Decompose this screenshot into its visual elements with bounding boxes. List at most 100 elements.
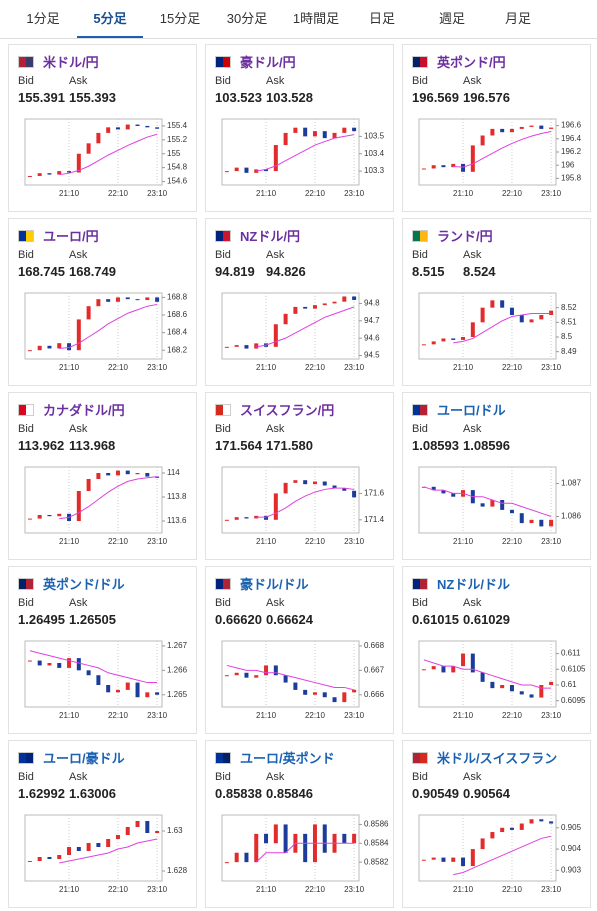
flag-part (420, 753, 427, 763)
y-tick-label: 196.6 (561, 121, 582, 130)
ask-value: 94.826 (266, 264, 306, 279)
x-tick-label: 23:10 (344, 711, 365, 720)
candle (352, 689, 357, 693)
ask-label: Ask (463, 771, 482, 783)
pair-title[interactable]: 豪ドル/円 (240, 55, 296, 70)
y-tick-label: 0.6095 (561, 696, 586, 705)
mini-chart: 113.6 113.8 114 21:10 22:10 23:10 (24, 466, 187, 546)
bid-value: 0.61015 (412, 612, 459, 627)
rate-card[interactable]: ユーロ/英ポンド Bid Ask 0.85838 0.85846 0.8582 0.8584… (205, 740, 394, 908)
candle (312, 131, 317, 137)
rate-card[interactable]: 豪ドル/円 Bid Ask 103.523 103.528 103.3 103.4 103.5… (205, 44, 394, 212)
candle (441, 490, 446, 494)
rate-card[interactable]: 英ポンド/円 Bid Ask 196.569 196.576 195.8 196 196.2 1… (402, 44, 591, 212)
candle (106, 685, 111, 693)
y-tick-label: 154.6 (167, 177, 188, 186)
y-tick-label: 114 (167, 468, 180, 477)
rate-card[interactable]: ユーロ/豪ドル Bid Ask 1.62992 1.63006 1.628 1.63 21:1… (8, 740, 197, 908)
pair-title[interactable]: ユーロ/英ポンド (240, 751, 335, 766)
tab[interactable]: 30分足 (226, 11, 268, 26)
tab[interactable]: 日足 (368, 11, 395, 26)
mini-chart: 8.49 8.5 8.51 8.52 21:10 22:10 23:10 (418, 292, 577, 372)
y-tick-label: 1.267 (167, 641, 188, 650)
rate-card[interactable]: ユーロ/円 Bid Ask 168.745 168.749 168.2 168.4 168.6… (8, 218, 197, 386)
candle (86, 670, 91, 676)
ask-label: Ask (463, 597, 482, 609)
rate-card[interactable]: カナダドル/円 Bid Ask 113.962 113.968 113.6 113.8 114… (8, 392, 197, 560)
candle (106, 839, 111, 847)
rate-card[interactable]: 豪ドル/ドル Bid Ask 0.66620 0.66624 0.666 0.667 0.66… (205, 566, 394, 734)
plot-frame (221, 640, 360, 708)
pair-title[interactable]: 米ドル/スイスフラン (437, 751, 558, 766)
flag-part (413, 57, 420, 67)
pair-title[interactable]: 米ドル/円 (43, 55, 99, 70)
tab[interactable]: 週足 (438, 11, 465, 26)
candle (96, 473, 101, 479)
pair-title[interactable]: 英ポンド/ドル (43, 577, 125, 592)
candle (115, 470, 120, 476)
rate-card[interactable]: ランド/円 Bid Ask 8.515 8.524 8.49 8.5 8.51 8.52 21:1… (402, 218, 591, 386)
tab[interactable]: 5分足 (77, 0, 143, 38)
candle (332, 301, 337, 304)
candle (322, 692, 327, 698)
bid-label: Bid (18, 249, 34, 261)
pair-title[interactable]: スイスフラン/円 (240, 403, 335, 418)
candle (431, 165, 436, 169)
candle (461, 857, 466, 867)
y-tick-label: 155.4 (167, 121, 188, 130)
candle (480, 672, 485, 682)
plot-frame (24, 814, 163, 882)
pair-title[interactable]: ユーロ/円 (43, 229, 99, 244)
flag-part (223, 753, 230, 763)
x-tick-label: 22:10 (305, 363, 326, 372)
candle (76, 153, 81, 173)
y-tick-label: 113.6 (167, 516, 187, 525)
candle (322, 824, 327, 853)
x-tick-label: 23:10 (147, 189, 168, 198)
x-tick-label: 23:10 (541, 189, 562, 198)
candle (67, 658, 72, 668)
rate-card[interactable]: スイスフラン/円 Bid Ask 171.564 171.580 171.4 171.6 21… (205, 392, 394, 560)
y-tick-label: 103.3 (364, 166, 385, 175)
pair-title[interactable]: ユーロ/豪ドル (43, 751, 125, 766)
candle (529, 125, 534, 127)
x-tick-label: 21:10 (59, 537, 80, 546)
candle (96, 132, 101, 144)
ask-label: Ask (463, 249, 482, 261)
tab[interactable]: 月足 (504, 11, 531, 26)
candle (106, 299, 111, 302)
candle (125, 297, 130, 300)
y-tick-label: 0.668 (364, 641, 385, 650)
candle (461, 653, 466, 667)
candle (283, 313, 288, 325)
candle (490, 300, 495, 308)
tab[interactable]: 1分足 (26, 11, 60, 26)
pair-title[interactable]: ユーロ/ドル (437, 403, 506, 418)
candle (244, 517, 249, 519)
rate-card[interactable]: 英ポンド/ドル Bid Ask 1.26495 1.26505 1.265 1.266 1.2… (8, 566, 197, 734)
tab[interactable]: 15分足 (159, 11, 201, 26)
candle (27, 518, 32, 520)
candle (47, 345, 52, 349)
pair-title[interactable]: 豪ドル/ドル (240, 577, 309, 592)
tab[interactable]: 1時間足 (292, 11, 340, 26)
pair-title[interactable]: カナダドル/円 (43, 403, 125, 418)
ask-label: Ask (266, 75, 285, 87)
moving-average (59, 476, 158, 520)
candle (115, 127, 120, 130)
y-tick-label: 0.6105 (561, 664, 586, 673)
pair-title[interactable]: ランド/円 (437, 229, 493, 244)
rate-card[interactable]: ユーロ/ドル Bid Ask 1.08593 1.08596 1.086 1.087 21:1… (402, 392, 591, 560)
rate-card[interactable]: 米ドル/円 Bid Ask 155.391 155.393 154.6 154.8 155 15… (8, 44, 197, 212)
x-tick-label: 21:10 (256, 885, 277, 894)
candle (303, 306, 308, 309)
pair-title[interactable]: NZドル/円 (240, 229, 300, 244)
x-tick-label: 21:10 (59, 885, 80, 894)
pair-title[interactable]: 英ポンド/円 (437, 55, 506, 70)
rate-card[interactable]: NZドル/ドル Bid Ask 0.61015 0.61029 0.6095 0.61 0.6… (402, 566, 591, 734)
candle (224, 171, 229, 173)
rate-card[interactable]: NZドル/円 Bid Ask 94.819 94.826 94.5 94.6 94.7 94.8… (205, 218, 394, 386)
pair-title[interactable]: NZドル/ドル (437, 577, 510, 592)
rate-card[interactable]: 米ドル/スイスフラン Bid Ask 0.90549 0.90564 0.903 0.904… (402, 740, 591, 908)
